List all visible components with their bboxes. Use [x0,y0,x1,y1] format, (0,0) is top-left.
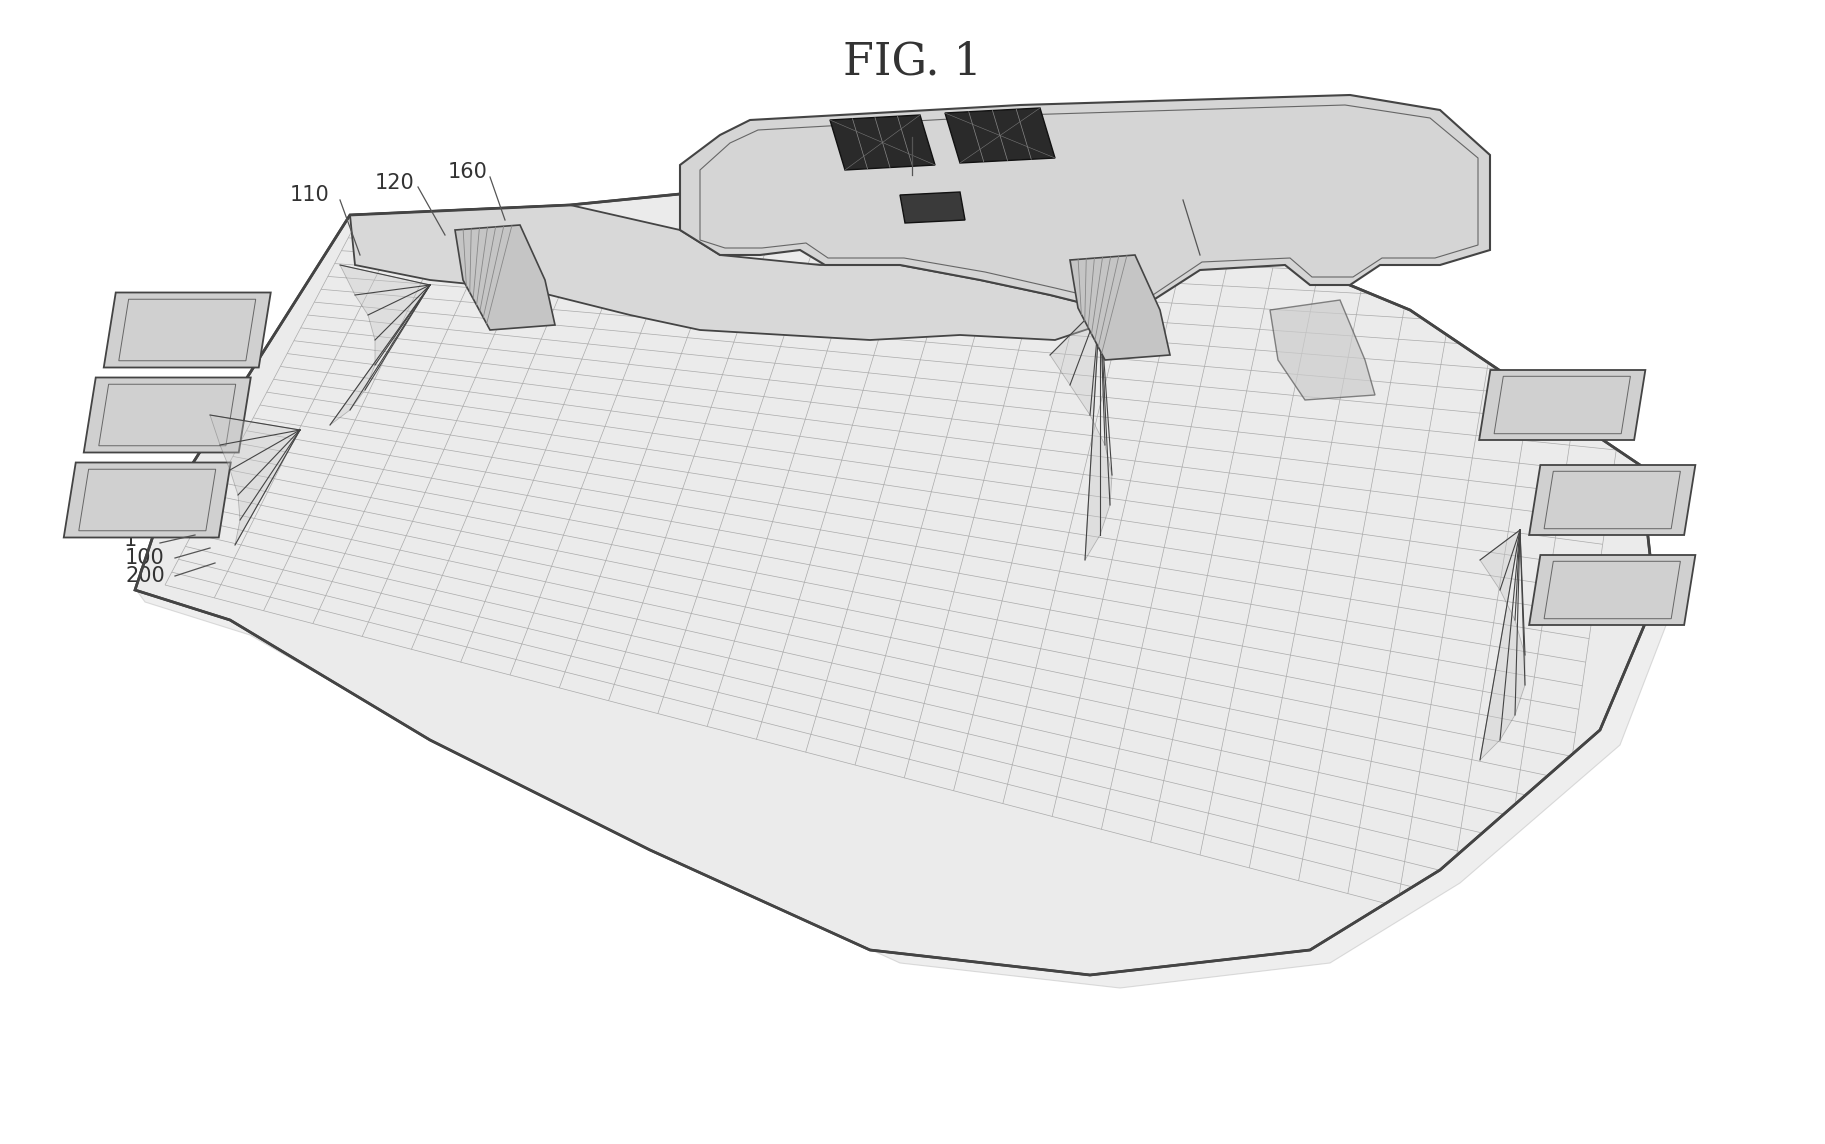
Polygon shape [454,225,555,329]
Text: 200: 200 [126,566,164,586]
Polygon shape [1529,464,1695,535]
Text: 115: 115 [872,120,912,140]
Polygon shape [945,108,1055,162]
Polygon shape [135,588,1670,988]
Text: 160: 160 [449,162,487,182]
Polygon shape [830,116,934,170]
Polygon shape [1529,555,1695,625]
Polygon shape [900,192,965,223]
Text: 1: 1 [124,530,137,550]
Polygon shape [104,293,270,367]
Polygon shape [84,378,250,453]
Polygon shape [1270,300,1374,400]
Polygon shape [1478,370,1646,440]
Polygon shape [350,205,1130,340]
Polygon shape [1049,305,1111,561]
Polygon shape [210,415,299,545]
Text: 120: 120 [376,173,414,193]
Text: 130: 130 [1141,183,1181,202]
Polygon shape [135,165,1655,975]
Text: FIG. 1: FIG. 1 [843,40,982,84]
Polygon shape [1480,530,1526,760]
Text: 100: 100 [126,548,164,569]
Polygon shape [681,95,1489,315]
Polygon shape [64,462,230,538]
Polygon shape [1069,255,1170,360]
Polygon shape [330,265,431,426]
Text: 110: 110 [290,185,330,205]
